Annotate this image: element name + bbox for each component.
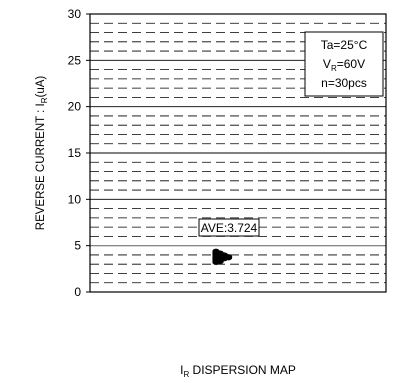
y-tick-label: 25 <box>68 53 82 67</box>
data-points <box>212 248 233 265</box>
condition-temperature: Ta=25°C <box>321 38 368 52</box>
y-tick-label: 20 <box>68 100 82 114</box>
y-tick-label: 5 <box>74 239 81 253</box>
y-tick-label: 0 <box>74 285 81 299</box>
y-tick-label: 15 <box>68 146 82 160</box>
condition-voltage: VR=60V <box>323 57 365 73</box>
y-tick-label: 10 <box>68 192 82 206</box>
data-point <box>212 248 220 254</box>
y-axis-ticks: 0 5 10 15 20 25 30 <box>68 7 90 299</box>
chart-caption: IR DISPERSION MAP <box>180 363 296 379</box>
average-box <box>198 218 260 237</box>
average-annotation: AVE:3.724 <box>198 218 260 237</box>
condition-sample-count: n=30pcs <box>321 76 367 90</box>
conditions-box: Ta=25°C VR=60V n=30pcs <box>304 31 384 97</box>
average-label: AVE:3.724 <box>201 221 258 235</box>
y-axis-label: REVERSE CURRENT : IR(uA) <box>35 76 49 231</box>
y-tick-label: 30 <box>68 7 82 21</box>
conditions-frame <box>304 31 384 97</box>
